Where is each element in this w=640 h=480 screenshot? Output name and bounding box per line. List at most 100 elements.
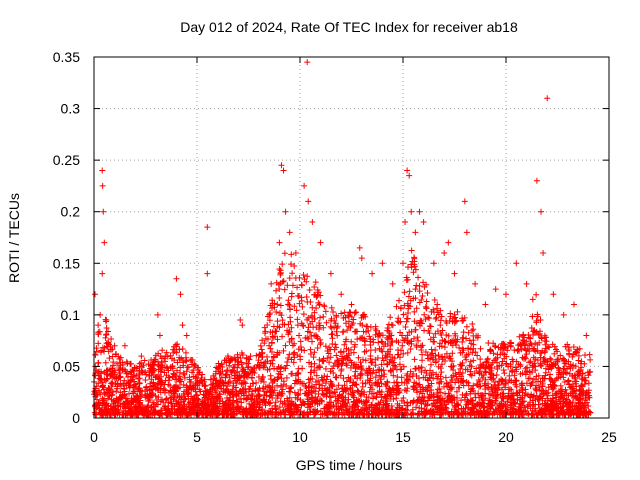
data-point — [557, 373, 564, 380]
data-point — [102, 334, 109, 341]
data-point — [145, 398, 152, 405]
data-point — [162, 353, 169, 360]
data-point — [585, 372, 592, 379]
data-point — [314, 344, 321, 351]
data-point — [274, 336, 281, 343]
data-point — [310, 354, 317, 361]
data-point — [103, 317, 110, 324]
data-point — [338, 291, 345, 298]
data-point — [234, 351, 241, 358]
data-point — [322, 405, 329, 412]
data-point — [269, 329, 276, 336]
data-point — [341, 382, 348, 389]
data-point — [245, 392, 252, 399]
data-point — [433, 399, 440, 406]
data-point — [92, 351, 99, 358]
data-point — [353, 309, 360, 316]
data-point — [358, 362, 365, 369]
data-point — [376, 345, 383, 352]
data-point — [340, 328, 347, 335]
data-point — [322, 343, 329, 350]
data-point — [464, 398, 471, 405]
data-point — [510, 396, 517, 403]
data-point — [355, 354, 362, 361]
data-point — [181, 371, 188, 378]
y-tick-label: 0 — [72, 410, 80, 426]
data-point — [305, 335, 312, 342]
data-point — [445, 239, 452, 246]
data-point — [282, 342, 289, 349]
data-point — [235, 390, 242, 397]
data-point — [484, 356, 491, 363]
data-point — [400, 363, 407, 370]
data-point — [411, 385, 418, 392]
data-point — [362, 357, 369, 364]
data-point — [560, 311, 567, 318]
data-point — [359, 379, 366, 386]
data-point — [152, 393, 159, 400]
data-point — [458, 362, 465, 369]
data-point — [379, 260, 386, 267]
data-point — [463, 229, 470, 236]
data-point — [266, 393, 273, 400]
data-point — [274, 301, 281, 308]
data-point — [261, 388, 268, 395]
data-point — [96, 405, 103, 412]
data-point — [389, 280, 396, 287]
data-point — [525, 334, 532, 341]
data-point — [477, 356, 484, 363]
data-point — [428, 346, 435, 353]
data-point — [376, 332, 383, 339]
data-point — [344, 400, 351, 407]
data-point — [294, 284, 301, 291]
data-point — [373, 393, 380, 400]
data-point — [478, 371, 485, 378]
data-point — [491, 342, 498, 349]
data-point — [543, 338, 550, 345]
data-point — [184, 364, 191, 371]
data-point — [395, 315, 402, 322]
data-point — [447, 339, 454, 346]
data-point — [511, 372, 518, 379]
data-point — [306, 379, 313, 386]
data-point — [547, 355, 554, 362]
data-point — [528, 380, 535, 387]
data-point — [506, 377, 513, 384]
data-point — [327, 394, 334, 401]
data-point — [442, 409, 449, 416]
data-point — [245, 363, 252, 370]
data-point — [240, 379, 247, 386]
data-point — [243, 360, 250, 367]
x-axis-label: GPS time / hours — [296, 457, 403, 473]
data-point — [263, 392, 270, 399]
data-point — [435, 373, 442, 380]
data-point — [295, 332, 302, 339]
data-point — [283, 374, 290, 381]
data-point — [400, 395, 407, 402]
data-point — [446, 353, 453, 360]
data-point — [274, 318, 281, 325]
data-point — [363, 323, 370, 330]
data-point — [432, 330, 439, 337]
data-point — [179, 346, 186, 353]
data-point — [526, 359, 533, 366]
data-point — [434, 386, 441, 393]
data-point — [97, 391, 104, 398]
data-point — [360, 411, 367, 418]
data-point — [404, 349, 411, 356]
data-point — [419, 351, 426, 358]
data-point — [407, 346, 414, 353]
data-point — [257, 342, 264, 349]
data-point — [300, 272, 307, 279]
data-point — [350, 349, 357, 356]
data-point — [403, 372, 410, 379]
data-point — [435, 363, 442, 370]
data-point — [372, 362, 379, 369]
data-point — [139, 387, 146, 394]
data-point — [95, 331, 102, 338]
data-point — [419, 292, 426, 299]
data-point — [502, 384, 509, 391]
data-point — [341, 341, 348, 348]
data-point — [448, 374, 455, 381]
data-point — [228, 369, 235, 376]
